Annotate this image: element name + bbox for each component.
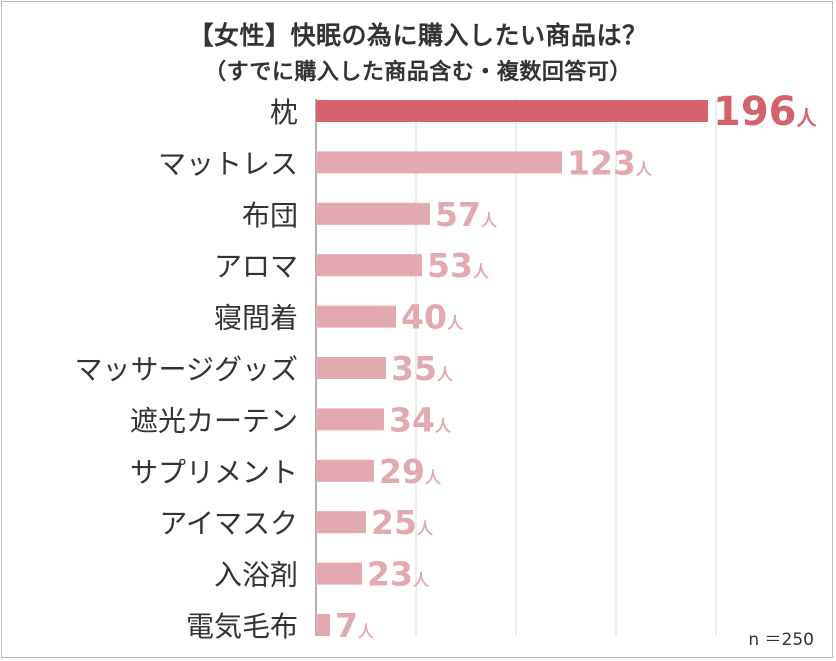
category-label: アイマスク (159, 507, 298, 540)
category-label: アロマ (214, 250, 298, 283)
bar (316, 254, 422, 277)
category-label: 電気毛布 (186, 610, 298, 643)
value-unit: 人 (447, 314, 464, 333)
value-unit: 人 (636, 159, 653, 178)
bar (316, 305, 396, 328)
value-unit: 人 (437, 365, 454, 384)
value-unit: 人 (473, 262, 490, 281)
value-unit: 人 (797, 106, 818, 130)
sample-size-note: n ＝250 (748, 630, 814, 650)
category-label: 寝間着 (214, 302, 298, 335)
category-label: マッサージグッズ (75, 353, 298, 386)
bar (316, 614, 330, 636)
bar (316, 408, 384, 431)
bar (316, 202, 430, 225)
value-unit: 人 (435, 416, 452, 435)
category-label: 枕 (270, 96, 298, 129)
bar (316, 151, 562, 174)
chart-title: 【女性】快眠の為に購入したい商品は？ (188, 21, 648, 50)
value-unit: 人 (481, 211, 498, 230)
value-label: 57人 (435, 195, 498, 234)
chart-subtitle: （すでに購入した商品含む・複数回答可） (204, 60, 632, 85)
value-label: 25人 (371, 503, 434, 542)
category-label: サプリメント (130, 456, 298, 489)
bar (316, 357, 386, 379)
value-unit: 人 (413, 571, 430, 590)
bar (316, 100, 708, 122)
value-label: 40人 (401, 298, 464, 337)
value-label: 196人 (713, 89, 818, 135)
category-label: 入浴剤 (214, 559, 298, 592)
value-label: 23人 (367, 555, 430, 594)
value-label: 34人 (389, 400, 452, 439)
category-label: 遮光カーテン (130, 404, 298, 437)
category-label: マットレス (158, 147, 298, 180)
category-label: 布団 (242, 199, 298, 232)
value-label: 123人 (567, 143, 653, 182)
value-label: 35人 (391, 349, 454, 388)
value-label: 29人 (379, 452, 442, 491)
value-unit: 人 (425, 468, 442, 487)
bar (316, 562, 362, 585)
value-label: 53人 (427, 246, 490, 285)
bar (316, 459, 374, 482)
value-label: 7人 (335, 606, 375, 645)
bar (316, 511, 366, 534)
value-unit: 人 (358, 622, 375, 641)
value-unit: 人 (417, 519, 434, 538)
